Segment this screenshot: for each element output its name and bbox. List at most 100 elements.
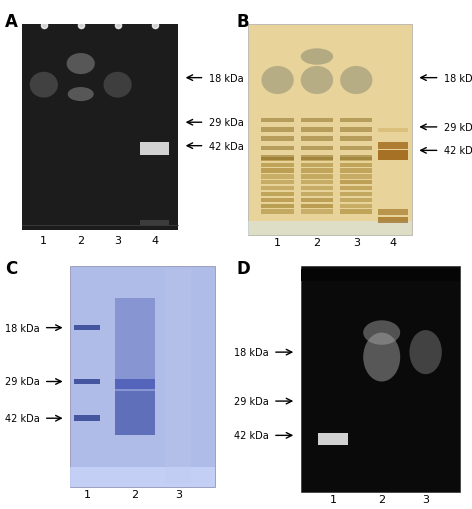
Bar [301, 137, 333, 142]
Point [114, 22, 121, 30]
Bar [301, 147, 333, 151]
Text: 1: 1 [274, 237, 281, 247]
Text: 1: 1 [329, 494, 337, 504]
Bar [340, 204, 372, 209]
Ellipse shape [301, 49, 333, 66]
Bar [340, 157, 372, 162]
Bar [301, 199, 333, 203]
Bar [301, 204, 333, 209]
Text: 3: 3 [114, 235, 121, 245]
Text: 3: 3 [422, 494, 429, 504]
Bar [70, 467, 215, 487]
Text: 2: 2 [313, 237, 320, 247]
Text: 18 kDa: 18 kDa [209, 73, 244, 83]
Text: 42 kDa: 42 kDa [5, 413, 40, 423]
Bar [340, 118, 372, 123]
Bar [378, 218, 408, 223]
Bar [22, 24, 178, 231]
Bar [340, 181, 372, 185]
Bar [301, 118, 333, 123]
Bar [301, 187, 333, 191]
Bar [301, 175, 333, 179]
Bar [301, 181, 333, 185]
Bar [261, 118, 294, 123]
Text: 1: 1 [84, 489, 91, 499]
Text: 18 kDa: 18 kDa [5, 323, 40, 333]
Bar [116, 391, 154, 436]
Ellipse shape [67, 88, 94, 102]
Bar [261, 187, 294, 191]
Bar [247, 24, 412, 235]
Bar [261, 210, 294, 214]
Bar [70, 267, 215, 487]
Bar [247, 221, 412, 235]
Bar [74, 325, 100, 330]
Bar [261, 137, 294, 142]
Bar [340, 192, 372, 196]
Text: 42 kDa: 42 kDa [444, 146, 472, 156]
Text: 29 kDa: 29 kDa [209, 118, 244, 128]
Bar [301, 156, 333, 160]
Text: 2: 2 [77, 235, 84, 245]
Text: 1: 1 [40, 235, 47, 245]
Text: A: A [5, 13, 17, 31]
Point [77, 22, 84, 30]
Ellipse shape [340, 67, 372, 95]
Bar [340, 169, 372, 173]
Bar [340, 156, 372, 160]
Bar [261, 181, 294, 185]
Ellipse shape [363, 333, 400, 382]
Bar [340, 163, 372, 167]
Bar [301, 269, 460, 281]
Text: 42 kDa: 42 kDa [209, 142, 244, 151]
Bar [74, 415, 100, 421]
Bar [261, 163, 294, 167]
Bar [301, 169, 333, 173]
Ellipse shape [103, 73, 132, 98]
Text: D: D [236, 260, 250, 277]
Bar [165, 269, 192, 485]
Bar [141, 143, 169, 156]
Bar [340, 187, 372, 191]
Bar [261, 169, 294, 173]
Text: 18 kDa: 18 kDa [444, 73, 472, 83]
Text: 2: 2 [378, 494, 385, 504]
Bar [261, 192, 294, 196]
Bar [141, 220, 169, 226]
Text: 18 kDa: 18 kDa [234, 348, 269, 357]
Bar [301, 128, 333, 132]
Text: 2: 2 [131, 489, 139, 499]
Point [151, 22, 158, 30]
Text: 4: 4 [151, 235, 158, 245]
Text: B: B [236, 13, 249, 31]
Bar [301, 267, 460, 492]
Bar [340, 137, 372, 142]
Bar [261, 147, 294, 151]
Bar [74, 379, 100, 384]
Bar [261, 175, 294, 179]
Bar [261, 204, 294, 209]
Bar [340, 128, 372, 132]
Text: 29 kDa: 29 kDa [5, 377, 40, 387]
Text: C: C [5, 260, 17, 277]
Bar [378, 129, 408, 132]
Ellipse shape [409, 330, 442, 375]
Text: 4: 4 [390, 237, 397, 247]
Bar [261, 199, 294, 203]
Bar [378, 210, 408, 215]
Bar [340, 175, 372, 179]
Ellipse shape [363, 321, 400, 345]
Ellipse shape [67, 54, 95, 75]
Bar [116, 379, 154, 389]
Bar [301, 192, 333, 196]
Bar [378, 151, 408, 160]
Bar [318, 433, 348, 445]
Bar [301, 210, 333, 214]
Bar [378, 143, 408, 150]
Bar [340, 199, 372, 203]
Bar [301, 157, 333, 162]
Text: 3: 3 [353, 237, 360, 247]
Text: 29 kDa: 29 kDa [444, 123, 472, 133]
Bar [340, 147, 372, 151]
Text: 42 kDa: 42 kDa [234, 431, 269, 440]
